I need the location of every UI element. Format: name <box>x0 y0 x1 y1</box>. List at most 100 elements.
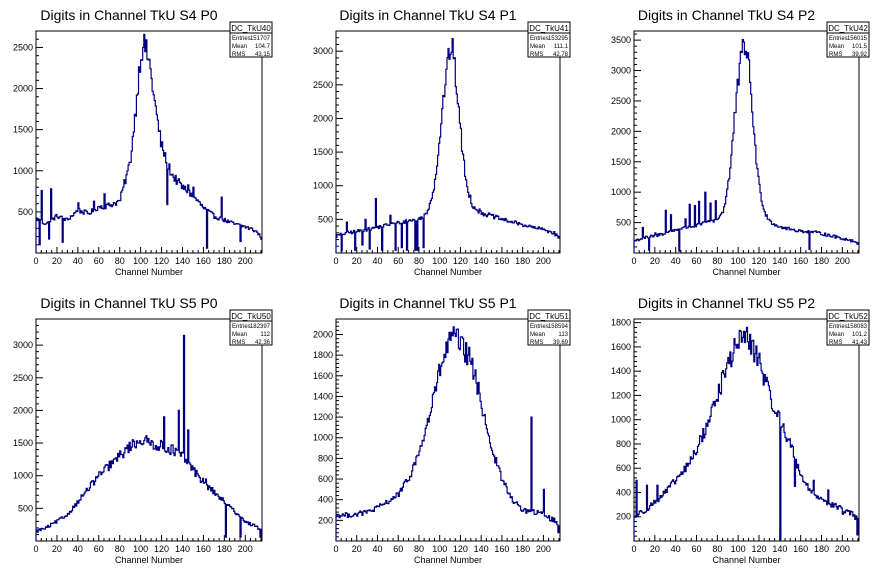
x-tick-label: 200 <box>238 256 253 266</box>
chart-title: Digits in Channel TkU S5 P2 <box>638 295 815 311</box>
y-tick-label: 2500 <box>611 96 631 106</box>
stats-label-entries: Entries <box>530 36 549 42</box>
x-tick-label: 200 <box>536 256 551 266</box>
stats-label-mean: Mean <box>530 44 545 50</box>
x-tick-label: 100 <box>133 256 148 266</box>
x-tick-label: 60 <box>94 544 104 554</box>
x-tick-label: 140 <box>175 544 190 554</box>
stats-label-entries: Entries <box>530 324 549 330</box>
histogram-series <box>35 334 262 541</box>
histogram-series <box>35 33 262 253</box>
stats-label-mean: Mean <box>232 44 247 50</box>
y-tick-label: 2500 <box>313 80 333 90</box>
stats-label-rms: RMS <box>530 52 543 58</box>
chart-title: Digits in Channel TkU S4 P2 <box>638 7 815 23</box>
histogram-panel-4: Digits in Channel TkU S5 P0 0 20 40 60 80 100 1… <box>13 295 273 565</box>
x-axis-label: Channel Number <box>115 555 183 565</box>
y-tick-label: 200 <box>616 512 631 522</box>
stats-value-mean: 113 <box>558 332 568 338</box>
stats-label-rms: RMS <box>232 340 245 346</box>
y-tick-label: 3000 <box>13 340 33 350</box>
x-tick-label: 120 <box>154 256 169 266</box>
plot-frame <box>35 30 263 254</box>
x-tick-label: 100 <box>133 544 148 554</box>
y-tick-label: 2000 <box>313 113 333 123</box>
stats-name: DC_TkU40 <box>231 24 271 33</box>
y-tick-label: 3000 <box>611 66 631 76</box>
histogram-panel-3: Digits in Channel TkU S4 P2 0 20 40 60 80 100 1… <box>611 7 870 277</box>
stats-label-rms: RMS <box>829 52 842 58</box>
histogram-panel-5: Digits in Channel TkU S5 P1 0 20 40 60 80 100 1… <box>313 295 571 565</box>
plot-frame <box>35 318 263 542</box>
stats-label-mean: Mean <box>232 332 247 338</box>
plot-frame <box>633 30 860 254</box>
y-tick-label: 600 <box>318 474 333 484</box>
stats-box <box>826 309 870 346</box>
y-tick-label: 2500 <box>13 42 33 52</box>
histogram-series <box>633 38 859 253</box>
y-tick-label: 500 <box>18 503 33 513</box>
chart-title: Digits in Channel TkU S4 P1 <box>339 7 516 23</box>
x-tick-label: 200 <box>536 544 551 554</box>
plot-frame <box>335 30 561 254</box>
x-tick-label: 180 <box>814 544 829 554</box>
stats-label-entries: Entries <box>232 36 251 42</box>
y-tick-label: 2000 <box>611 126 631 136</box>
y-tick-label: 800 <box>318 453 333 463</box>
x-tick-label: 180 <box>217 256 232 266</box>
y-tick-label: 3500 <box>611 35 631 45</box>
x-tick-label: 180 <box>217 544 232 554</box>
y-tick-label: 1500 <box>13 438 33 448</box>
y-tick-label: 2000 <box>313 329 333 339</box>
x-tick-label: 120 <box>453 256 468 266</box>
x-tick-label: 160 <box>494 544 509 554</box>
y-tick-label: 1000 <box>13 471 33 481</box>
x-tick-label: 20 <box>352 256 362 266</box>
stats-box <box>527 309 571 346</box>
x-tick-label: 0 <box>33 256 38 266</box>
stats-value-rms: 43.15 <box>255 52 271 58</box>
x-tick-label: 120 <box>154 544 169 554</box>
stats-value-rms: 41.43 <box>852 340 868 346</box>
x-tick-label: 100 <box>731 544 746 554</box>
x-tick-label: 120 <box>751 256 766 266</box>
stats-value-entries: 153295 <box>548 36 569 42</box>
x-axis-label: Channel Number <box>712 267 780 277</box>
x-tick-label: 200 <box>238 544 253 554</box>
x-tick-label: 140 <box>175 256 190 266</box>
histogram-series <box>335 38 560 253</box>
x-tick-label: 80 <box>414 544 424 554</box>
histogram-panel-2: Digits in Channel TkU S4 P1 0 20 40 60 80 100 1… <box>313 7 571 277</box>
x-tick-label: 60 <box>691 256 701 266</box>
x-axis-label: Channel Number <box>414 555 482 565</box>
x-tick-label: 60 <box>691 544 701 554</box>
y-tick-label: 2000 <box>13 405 33 415</box>
stats-name: DC_TkU51 <box>529 312 569 321</box>
x-tick-label: 0 <box>333 256 338 266</box>
x-tick-label: 80 <box>712 544 722 554</box>
x-tick-label: 20 <box>650 256 660 266</box>
stats-value-entries: 182397 <box>250 324 271 330</box>
x-tick-label: 100 <box>731 256 746 266</box>
stats-value-mean: 101.2 <box>852 332 868 338</box>
y-tick-label: 400 <box>318 495 333 505</box>
x-tick-label: 140 <box>474 256 489 266</box>
x-tick-label: 200 <box>835 544 850 554</box>
stats-box <box>826 21 870 58</box>
x-axis-label: Channel Number <box>115 267 183 277</box>
x-tick-label: 60 <box>393 256 403 266</box>
stats-value-mean: 104.7 <box>255 44 271 50</box>
stats-box <box>229 309 273 346</box>
x-tick-label: 0 <box>333 544 338 554</box>
y-tick-label: 2000 <box>13 84 33 94</box>
y-tick-label: 1400 <box>611 366 631 376</box>
histogram-series <box>335 326 560 541</box>
y-tick-label: 500 <box>18 207 33 217</box>
stats-value-mean: 111.1 <box>554 44 569 50</box>
stats-box <box>229 21 273 58</box>
chart-title: Digits in Channel TkU S4 P0 <box>40 7 217 23</box>
x-tick-label: 120 <box>751 544 766 554</box>
stats-value-entries: 151707 <box>250 36 271 42</box>
x-tick-label: 180 <box>515 256 530 266</box>
